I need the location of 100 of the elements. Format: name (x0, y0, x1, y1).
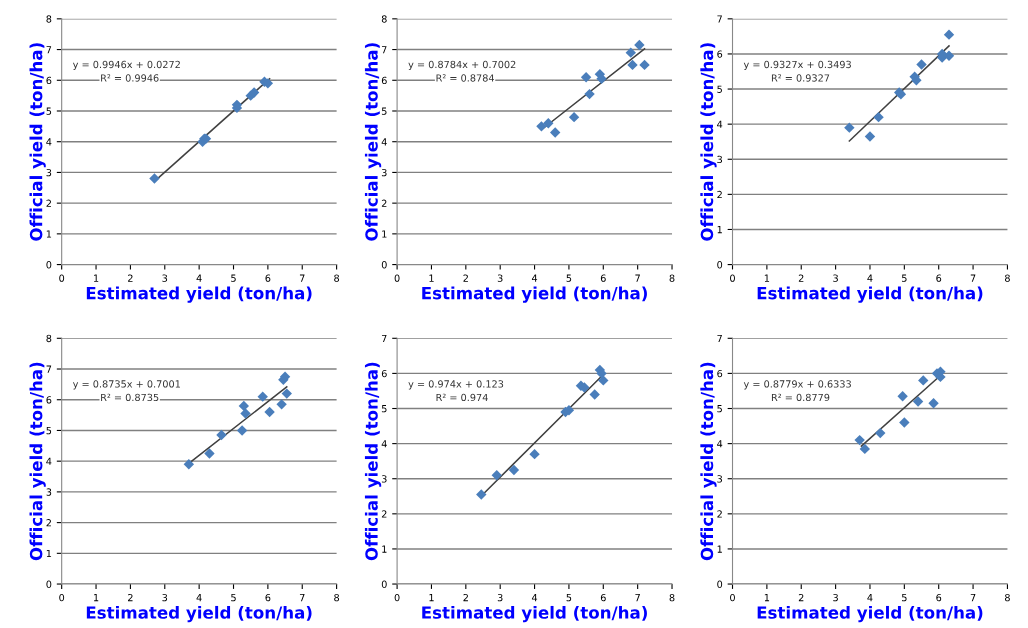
x-tick-label: 5 (231, 274, 236, 282)
x-tick-label: 2 (128, 274, 133, 282)
point (897, 391, 908, 402)
point (281, 388, 292, 399)
y-tick-label: 4 (717, 120, 723, 128)
point (854, 434, 865, 446)
point (899, 417, 910, 428)
y-tick-label: 2 (46, 199, 51, 207)
y-tick-label: 8 (46, 15, 52, 23)
y-axis-title: Official yield (ton/ha) (29, 362, 46, 561)
point (916, 59, 927, 70)
y-tick-label: 7 (717, 334, 722, 342)
y-tick-label: 5 (717, 405, 722, 413)
x-tick-label: 3 (497, 274, 503, 282)
annotation: y = 0.9327x + 0.3493 (743, 60, 851, 71)
x-tick-label: 5 (566, 274, 572, 282)
y-tick-label: 6 (46, 76, 52, 85)
annotation: R² = 0.974 (436, 393, 488, 402)
x-tick-label: 3 (497, 593, 503, 602)
x-tick-label: 5 (902, 274, 907, 282)
x-tick-label: 8 (334, 274, 340, 282)
point (264, 406, 275, 418)
annotation: y = 0.974x + 0.123 (408, 380, 504, 390)
y-tick-label: 1 (382, 545, 387, 553)
y-tick-label: 3 (717, 475, 723, 483)
y-tick-label: 3 (381, 475, 387, 483)
x-tick-label: 3 (162, 593, 168, 602)
x-tick-label: 0 (730, 593, 735, 602)
x-tick-label: 0 (730, 274, 735, 282)
y-tick-label: 3 (717, 155, 723, 164)
y-tick-label: 3 (46, 488, 52, 496)
x-tick-label: 3 (162, 274, 168, 282)
point (943, 29, 955, 40)
y-tick-label: 4 (381, 138, 387, 146)
x-tick-label: 7 (299, 594, 305, 602)
y-tick-label: 1 (382, 230, 387, 238)
y-tick-label: 1 (46, 549, 52, 558)
y-tick-label: 6 (381, 369, 387, 378)
x-tick-label: 3 (833, 593, 838, 602)
x-axis-title: Estimated yield (ton/ha) (86, 605, 312, 623)
point (508, 464, 520, 476)
y-tick-label: 0 (717, 580, 723, 588)
point (536, 121, 547, 132)
point (216, 429, 227, 441)
y-tick-label: 7 (381, 46, 387, 54)
y-tick-label: 0 (46, 580, 52, 588)
y-tick-label: 6 (717, 369, 723, 378)
x-tick-label: 0 (59, 274, 65, 282)
y-tick-label: 2 (381, 199, 387, 207)
x-tick-label: 4 (196, 594, 202, 602)
point (276, 399, 287, 410)
x-axis-title: Estimated yield (ton/ha) (422, 605, 647, 623)
y-tick-label: 1 (717, 226, 722, 234)
x-tick-label: 4 (531, 274, 538, 282)
point (584, 88, 595, 100)
x-tick-label: 6 (600, 593, 606, 602)
x-tick-label: 8 (669, 593, 675, 602)
point (873, 111, 884, 123)
y-tick-label: 6 (381, 76, 387, 85)
point (912, 396, 924, 407)
point (864, 131, 876, 142)
y-tick-label: 2 (46, 519, 51, 527)
x-tick-label: 5 (902, 594, 907, 602)
x-tick-label: 4 (531, 594, 538, 602)
point (634, 39, 645, 51)
annotation: y = 0.8784x + 0.7002 (408, 60, 516, 71)
y-tick-label: 6 (46, 396, 52, 404)
x-tick-label: 2 (798, 593, 804, 602)
annotation: R² = 0.9327 (771, 74, 830, 82)
annotation: y = 0.8735x + 0.7001 (72, 380, 180, 390)
point (149, 173, 160, 184)
point (844, 122, 855, 133)
x-tick-label: 6 (936, 593, 942, 602)
point (598, 375, 609, 386)
y-axis-title: Official yield (ton/ha) (700, 362, 717, 561)
y-axis-title: Official yield (ton/ha) (364, 362, 382, 561)
x-axis-title: Estimated yield (ton/ha) (757, 286, 983, 303)
x-tick-label: 5 (566, 594, 572, 602)
point (240, 408, 251, 419)
x-tick-label: 7 (970, 274, 976, 282)
point (183, 459, 195, 470)
point (543, 118, 554, 129)
point (529, 448, 540, 460)
x-tick-label: 0 (59, 593, 65, 602)
y-tick-label: 7 (46, 46, 52, 54)
annotation: R² = 0.8784 (436, 74, 495, 82)
y-tick-label: 3 (381, 168, 387, 177)
x-tick-label: 4 (867, 274, 873, 282)
y-tick-label: 3 (46, 168, 52, 177)
x-tick-label: 2 (463, 274, 468, 282)
point (580, 72, 592, 83)
y-tick-label: 4 (717, 440, 723, 448)
point (236, 425, 248, 436)
y-tick-label: 0 (381, 580, 387, 588)
point (248, 87, 260, 98)
annotation: y = 0.9946x + 0.0272 (72, 60, 180, 71)
y-tick-label: 2 (717, 510, 722, 518)
y-tick-label: 1 (46, 230, 52, 238)
point (627, 59, 638, 71)
x-tick-label: 7 (970, 594, 976, 602)
